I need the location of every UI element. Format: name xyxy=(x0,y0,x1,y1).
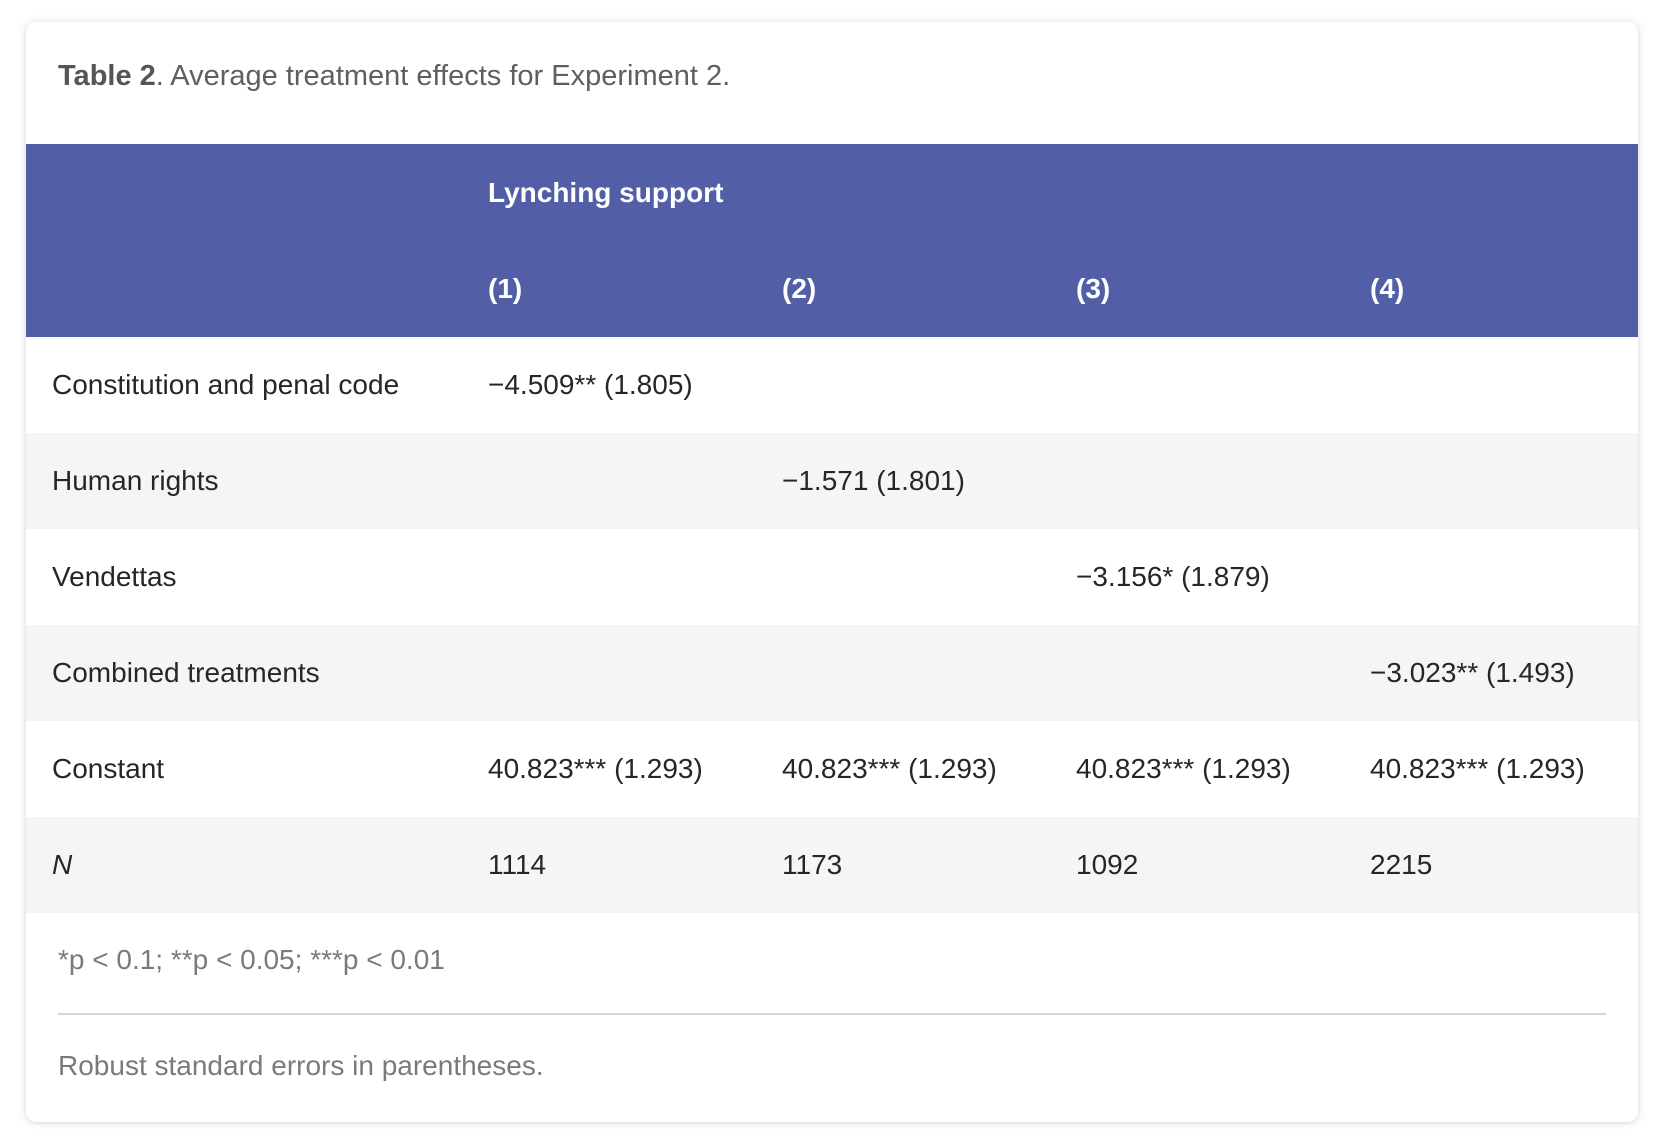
table-cell xyxy=(1052,433,1346,529)
table-cell xyxy=(1346,433,1638,529)
column-header-1: (1) xyxy=(464,241,758,337)
table-cell xyxy=(1346,337,1638,433)
table-cell: 40.823*** (1.293) xyxy=(464,721,758,817)
results-table: Lynching support (1) (2) (3) (4) Constit… xyxy=(26,144,1638,913)
table-cell xyxy=(464,433,758,529)
significance-footnote: *p < 0.1; **p < 0.05; ***p < 0.01 xyxy=(58,944,445,975)
table-row: Constant 40.823*** (1.293) 40.823*** (1.… xyxy=(26,721,1638,817)
row-label: Constitution and penal code xyxy=(26,337,464,433)
table-row: N 1114 1173 1092 2215 xyxy=(26,817,1638,913)
table-cell: 40.823*** (1.293) xyxy=(1052,721,1346,817)
row-label: Constant xyxy=(26,721,464,817)
header-group-label: Lynching support xyxy=(464,144,1638,241)
row-label: Combined treatments xyxy=(26,625,464,721)
row-label: N xyxy=(26,817,464,913)
column-header-4: (4) xyxy=(1346,241,1638,337)
table-cell: −3.156* (1.879) xyxy=(1052,529,1346,625)
table-cell xyxy=(758,337,1052,433)
standard-errors-footnote: Robust standard errors in parentheses. xyxy=(58,1050,544,1081)
table-cell: 40.823*** (1.293) xyxy=(758,721,1052,817)
column-header-2: (2) xyxy=(758,241,1052,337)
table-row: Constitution and penal code −4.509** (1.… xyxy=(26,337,1638,433)
table-cell: 2215 xyxy=(1346,817,1638,913)
table-cell xyxy=(758,625,1052,721)
header-empty-cell xyxy=(26,144,464,241)
table-row: Combined treatments −3.023** (1.493) xyxy=(26,625,1638,721)
table-cell: 1092 xyxy=(1052,817,1346,913)
table-cell: −4.509** (1.805) xyxy=(464,337,758,433)
table-cell xyxy=(1052,337,1346,433)
table-cell xyxy=(1052,625,1346,721)
header-row-group: Lynching support xyxy=(26,144,1638,241)
table-cell: 1173 xyxy=(758,817,1052,913)
table-cell: −3.023** (1.493) xyxy=(1346,625,1638,721)
table-cell: 40.823*** (1.293) xyxy=(1346,721,1638,817)
row-label: Human rights xyxy=(26,433,464,529)
table-body: Constitution and penal code −4.509** (1.… xyxy=(26,337,1638,913)
table-cell: 1114 xyxy=(464,817,758,913)
table-cell: −1.571 (1.801) xyxy=(758,433,1052,529)
header-empty-cell xyxy=(26,241,464,337)
table-header: Lynching support (1) (2) (3) (4) xyxy=(26,144,1638,337)
table-caption-text: . Average treatment effects for Experime… xyxy=(155,60,731,92)
table-caption: Table 2. Average treatment effects for E… xyxy=(58,60,730,93)
table-row: Vendettas −3.156* (1.879) xyxy=(26,529,1638,625)
table-cell xyxy=(1346,529,1638,625)
footnote-divider xyxy=(58,1013,1606,1015)
column-header-3: (3) xyxy=(1052,241,1346,337)
table-cell xyxy=(758,529,1052,625)
table-caption-label: Table 2 xyxy=(58,60,156,92)
table-card: Table 2. Average treatment effects for E… xyxy=(26,22,1638,1122)
header-row-columns: (1) (2) (3) (4) xyxy=(26,241,1638,337)
row-label: Vendettas xyxy=(26,529,464,625)
table-row: Human rights −1.571 (1.801) xyxy=(26,433,1638,529)
table-cell xyxy=(464,529,758,625)
table-cell xyxy=(464,625,758,721)
